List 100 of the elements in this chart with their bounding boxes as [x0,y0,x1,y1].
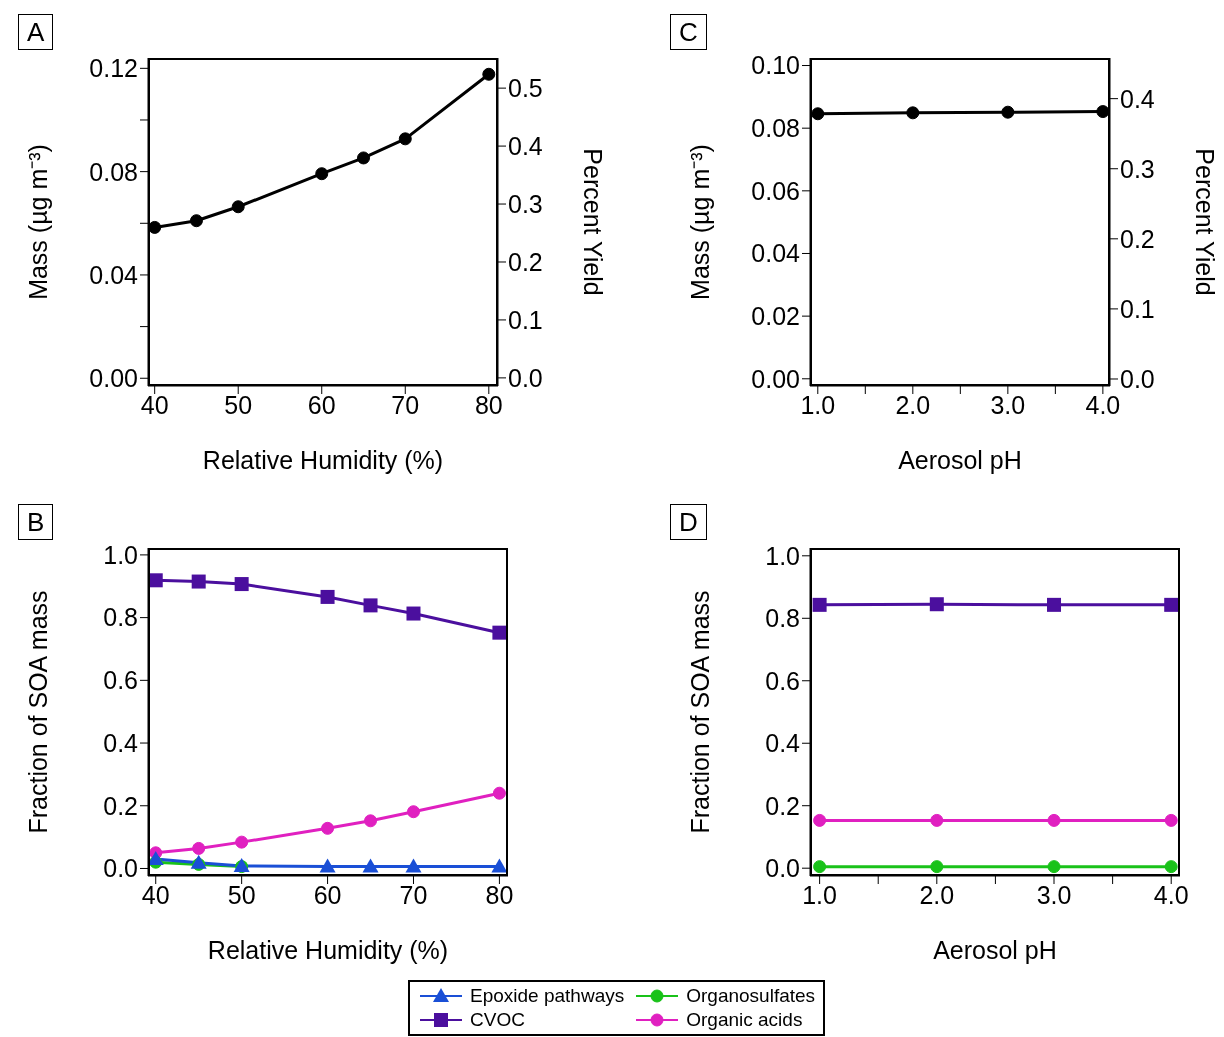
y2-axis-title: Percent Yield [1191,148,1220,296]
x-tick-label: 40 [141,880,170,909]
point [363,598,378,613]
x-tick-label: 70 [399,880,428,909]
y-tick-label: 0.4 [103,728,139,757]
point [406,606,421,621]
y2-tick-label: 0.3 [1120,154,1155,183]
y2-axis-title: Percent Yield [579,148,608,296]
y-tick-label: 0.8 [103,603,138,632]
x-tick-label: 3.0 [1036,880,1072,909]
point [1047,813,1061,827]
point [315,167,329,181]
y2-tick-label: 0.1 [508,305,543,334]
point [1164,860,1178,874]
x-tick-label: 1.0 [802,880,837,909]
point [930,813,944,827]
y-tick-label: 0.04 [751,239,801,268]
y-tick-label: 0.6 [765,666,800,695]
point [813,813,827,827]
y-tick-label: 0.12 [89,54,138,83]
point [320,589,335,604]
y-tick-label: 0.08 [751,114,800,143]
point [813,860,827,874]
x-tick-label: 50 [227,880,256,909]
point [492,625,507,640]
point [1164,597,1179,612]
x-tick-label: 60 [307,390,336,419]
y-tick-label: 0.0 [765,854,800,883]
legend-label: Epoxide pathways [470,984,625,1008]
point [192,841,206,855]
legend-label: Organic acids [686,1008,803,1032]
y-axis-title: Fraction of SOA mass [23,590,52,834]
y-tick-label: 0.2 [765,791,800,820]
point [1047,860,1061,874]
x-tick-label: 50 [224,390,253,419]
x-tick-label: 4.0 [1153,880,1189,909]
y2-tick-label: 0.4 [508,131,543,160]
point [148,220,162,234]
point [189,214,203,228]
x-tick-label: 80 [485,880,514,909]
y2-tick-label: 0.2 [1120,224,1155,253]
y-tick-label: 0.4 [765,729,801,758]
x-tick-label: 40 [140,390,169,419]
x-axis-title: Relative Humidity (%) [202,446,444,474]
y-tick-label: 0.00 [751,364,800,393]
y-tick-label: 0.10 [751,51,800,80]
x-tick-label: 2.0 [919,880,955,909]
y-tick-label: 0.04 [89,260,139,289]
y-tick-label: 0.06 [751,176,800,205]
point [812,597,827,612]
y-tick-label: 1.0 [765,541,800,570]
x-tick-label: 2.0 [895,390,931,419]
chart-title: A [18,14,54,50]
point [148,851,164,866]
x-tick-label: 4.0 [1085,390,1121,419]
y-tick-label: 0.00 [89,364,138,393]
y-axis-title: Fraction of SOA mass [685,590,714,834]
x-tick-label: 3.0 [990,390,1026,419]
y2-tick-label: 0.4 [1120,84,1155,113]
y-tick-label: 0.0 [103,854,138,883]
legend-label: CVOC [470,1008,525,1032]
point [357,151,371,165]
point [191,574,206,589]
y2-tick-label: 0.0 [508,363,543,392]
y-tick-label: 0.8 [765,604,800,633]
point [1164,813,1178,827]
point [929,597,944,612]
point [1047,597,1062,612]
point [405,858,422,873]
point [319,858,336,873]
x-tick-label: 1.0 [800,390,836,419]
x-tick-label: 70 [391,390,420,419]
legend-label: Organosulfates [686,984,816,1008]
y-axis-title: Mass (µg m⁻³) [685,144,714,300]
point [492,786,506,800]
point [231,200,245,214]
x-axis-title: Relative Humidity (%) [207,936,449,964]
y-axis-title: Mass (µg m⁻³) [23,144,52,300]
x-axis-title: Aerosol pH [933,936,1057,964]
y-tick-label: 0.02 [751,302,800,331]
point [406,805,420,819]
point [491,858,508,873]
point [235,835,249,849]
point [930,860,944,874]
y-tick-label: 1.0 [103,540,138,569]
y2-tick-label: 0.1 [1120,294,1155,323]
y-tick-label: 0.2 [103,791,138,820]
y2-tick-label: 0.3 [508,189,543,218]
y-tick-label: 0.08 [89,157,138,186]
y2-tick-label: 0.5 [508,74,543,103]
point [364,814,378,828]
point [148,573,163,588]
x-tick-label: 60 [313,880,342,909]
chart-title: B [18,504,54,540]
point [234,577,249,592]
y2-tick-label: 0.0 [1120,364,1155,393]
x-axis-title: Aerosol pH [898,446,1022,474]
chart-title: C [670,14,707,50]
point [482,67,496,81]
x-tick-label: 80 [474,390,503,419]
